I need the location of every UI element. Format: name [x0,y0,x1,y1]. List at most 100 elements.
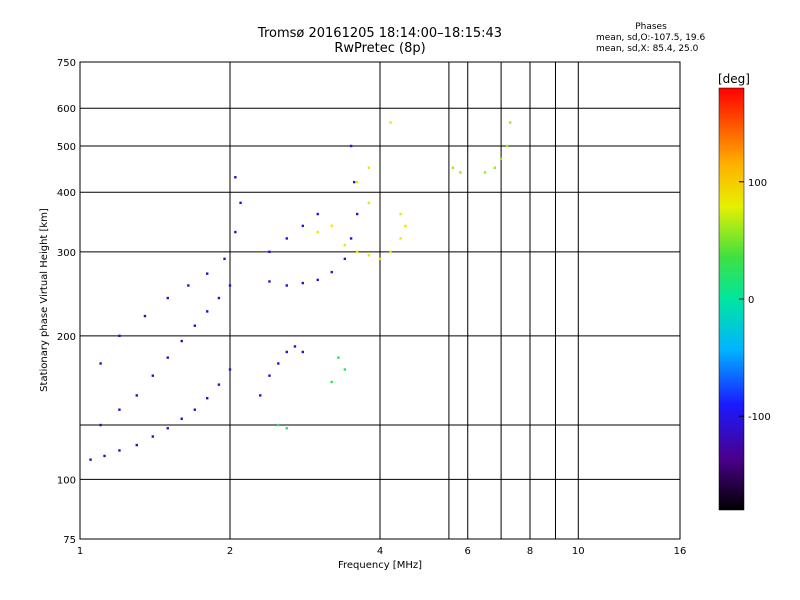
data-point [330,270,333,274]
phases-legend: Phases mean, sd,O:-107.5, 19.6 mean, sd,… [596,22,706,55]
data-point [118,408,121,411]
data-point [166,356,169,359]
y-tick-label: 750 [57,58,76,69]
data-point [239,201,242,205]
data-point [180,339,183,343]
data-point [343,257,347,261]
data-point [349,144,353,148]
colorbar-tick-label: 100 [748,178,767,189]
data-point [378,257,382,261]
data-point [193,324,197,327]
data-point [99,423,102,427]
data-points [89,121,512,461]
plot-frame [79,61,681,540]
chart-subtitle: RwPretec (8p) [334,41,426,56]
data-point [180,417,183,420]
y-tick-label: 500 [57,142,76,153]
y-tick-label: 100 [57,475,76,486]
data-point [234,230,237,234]
x-axis-label: Frequency [MHz] [338,560,422,571]
phases-o-stats: mean, sd,O:-107.5, 19.6 [596,33,706,43]
x-tick-label: 4 [377,546,383,557]
data-point [285,350,288,354]
data-point [187,284,190,287]
data-point [135,443,138,447]
data-point [205,396,209,400]
data-point [166,427,169,430]
y-tick-label: 300 [57,248,76,259]
data-point [118,449,121,452]
data-point [301,281,305,285]
data-point [118,334,121,338]
colorbar-ticks: 100 0 -100 [739,178,771,423]
data-point [277,362,280,365]
data-point [352,180,356,184]
y-tick-label: 600 [57,104,76,115]
data-point [389,250,392,254]
data-point [404,224,407,228]
data-point [355,180,359,184]
x-axis: 1 2 4 6 8 10 16 [77,546,687,557]
data-point [217,296,221,300]
data-point [330,380,333,384]
phases-title: Phases [635,22,667,32]
data-point [389,121,392,124]
data-point [277,423,280,427]
data-point [355,212,359,216]
data-point [451,166,455,170]
data-point [143,314,147,318]
data-point [483,171,487,174]
data-point [343,368,347,371]
data-point [99,362,102,365]
chart-title: Tromsø 20161205 18:14:00–18:15:43 [257,26,503,41]
data-point [217,383,221,386]
data-point [301,350,305,354]
x-tick-label: 6 [465,546,471,557]
x-tick-label: 10 [572,546,585,557]
data-point [293,345,297,348]
phases-x-stats: mean, sd,X: 85.4, 25.0 [596,44,699,54]
y-tick-label: 75 [63,535,76,546]
data-point [399,237,402,240]
data-point [268,280,271,283]
y-axis-label: Stationary phase Virtual Height [km] [39,208,50,392]
data-point [205,310,209,313]
data-point [349,237,353,240]
data-point [223,257,226,261]
data-point [459,171,462,174]
data-point [316,230,319,234]
data-point [89,458,92,461]
colorbar-tick-label: -100 [748,412,771,423]
data-point [166,296,169,300]
data-point [234,176,237,179]
grid [79,61,681,540]
y-tick-label: 200 [57,332,76,343]
data-point [337,356,340,359]
data-point [330,224,333,228]
data-point [228,368,232,371]
data-point [151,374,155,377]
x-tick-label: 2 [227,546,233,557]
y-axis: 75 100 200 300 400 500 600 750 [57,58,76,546]
data-point [499,157,503,161]
x-tick-label: 8 [527,546,533,557]
data-point [399,212,402,216]
data-point [193,408,197,411]
data-point [135,394,138,397]
data-point [259,394,262,397]
y-tick-label: 400 [57,188,76,199]
data-point [505,144,509,148]
data-point [228,284,232,287]
data-point [268,250,271,254]
data-point [285,237,288,240]
data-point [316,212,319,216]
data-point [367,254,371,257]
data-point [285,284,288,287]
data-point [268,374,271,377]
data-point [343,243,347,247]
x-tick-label: 1 [77,546,83,557]
data-point [285,427,288,430]
data-point [508,121,512,124]
data-point [367,166,371,170]
